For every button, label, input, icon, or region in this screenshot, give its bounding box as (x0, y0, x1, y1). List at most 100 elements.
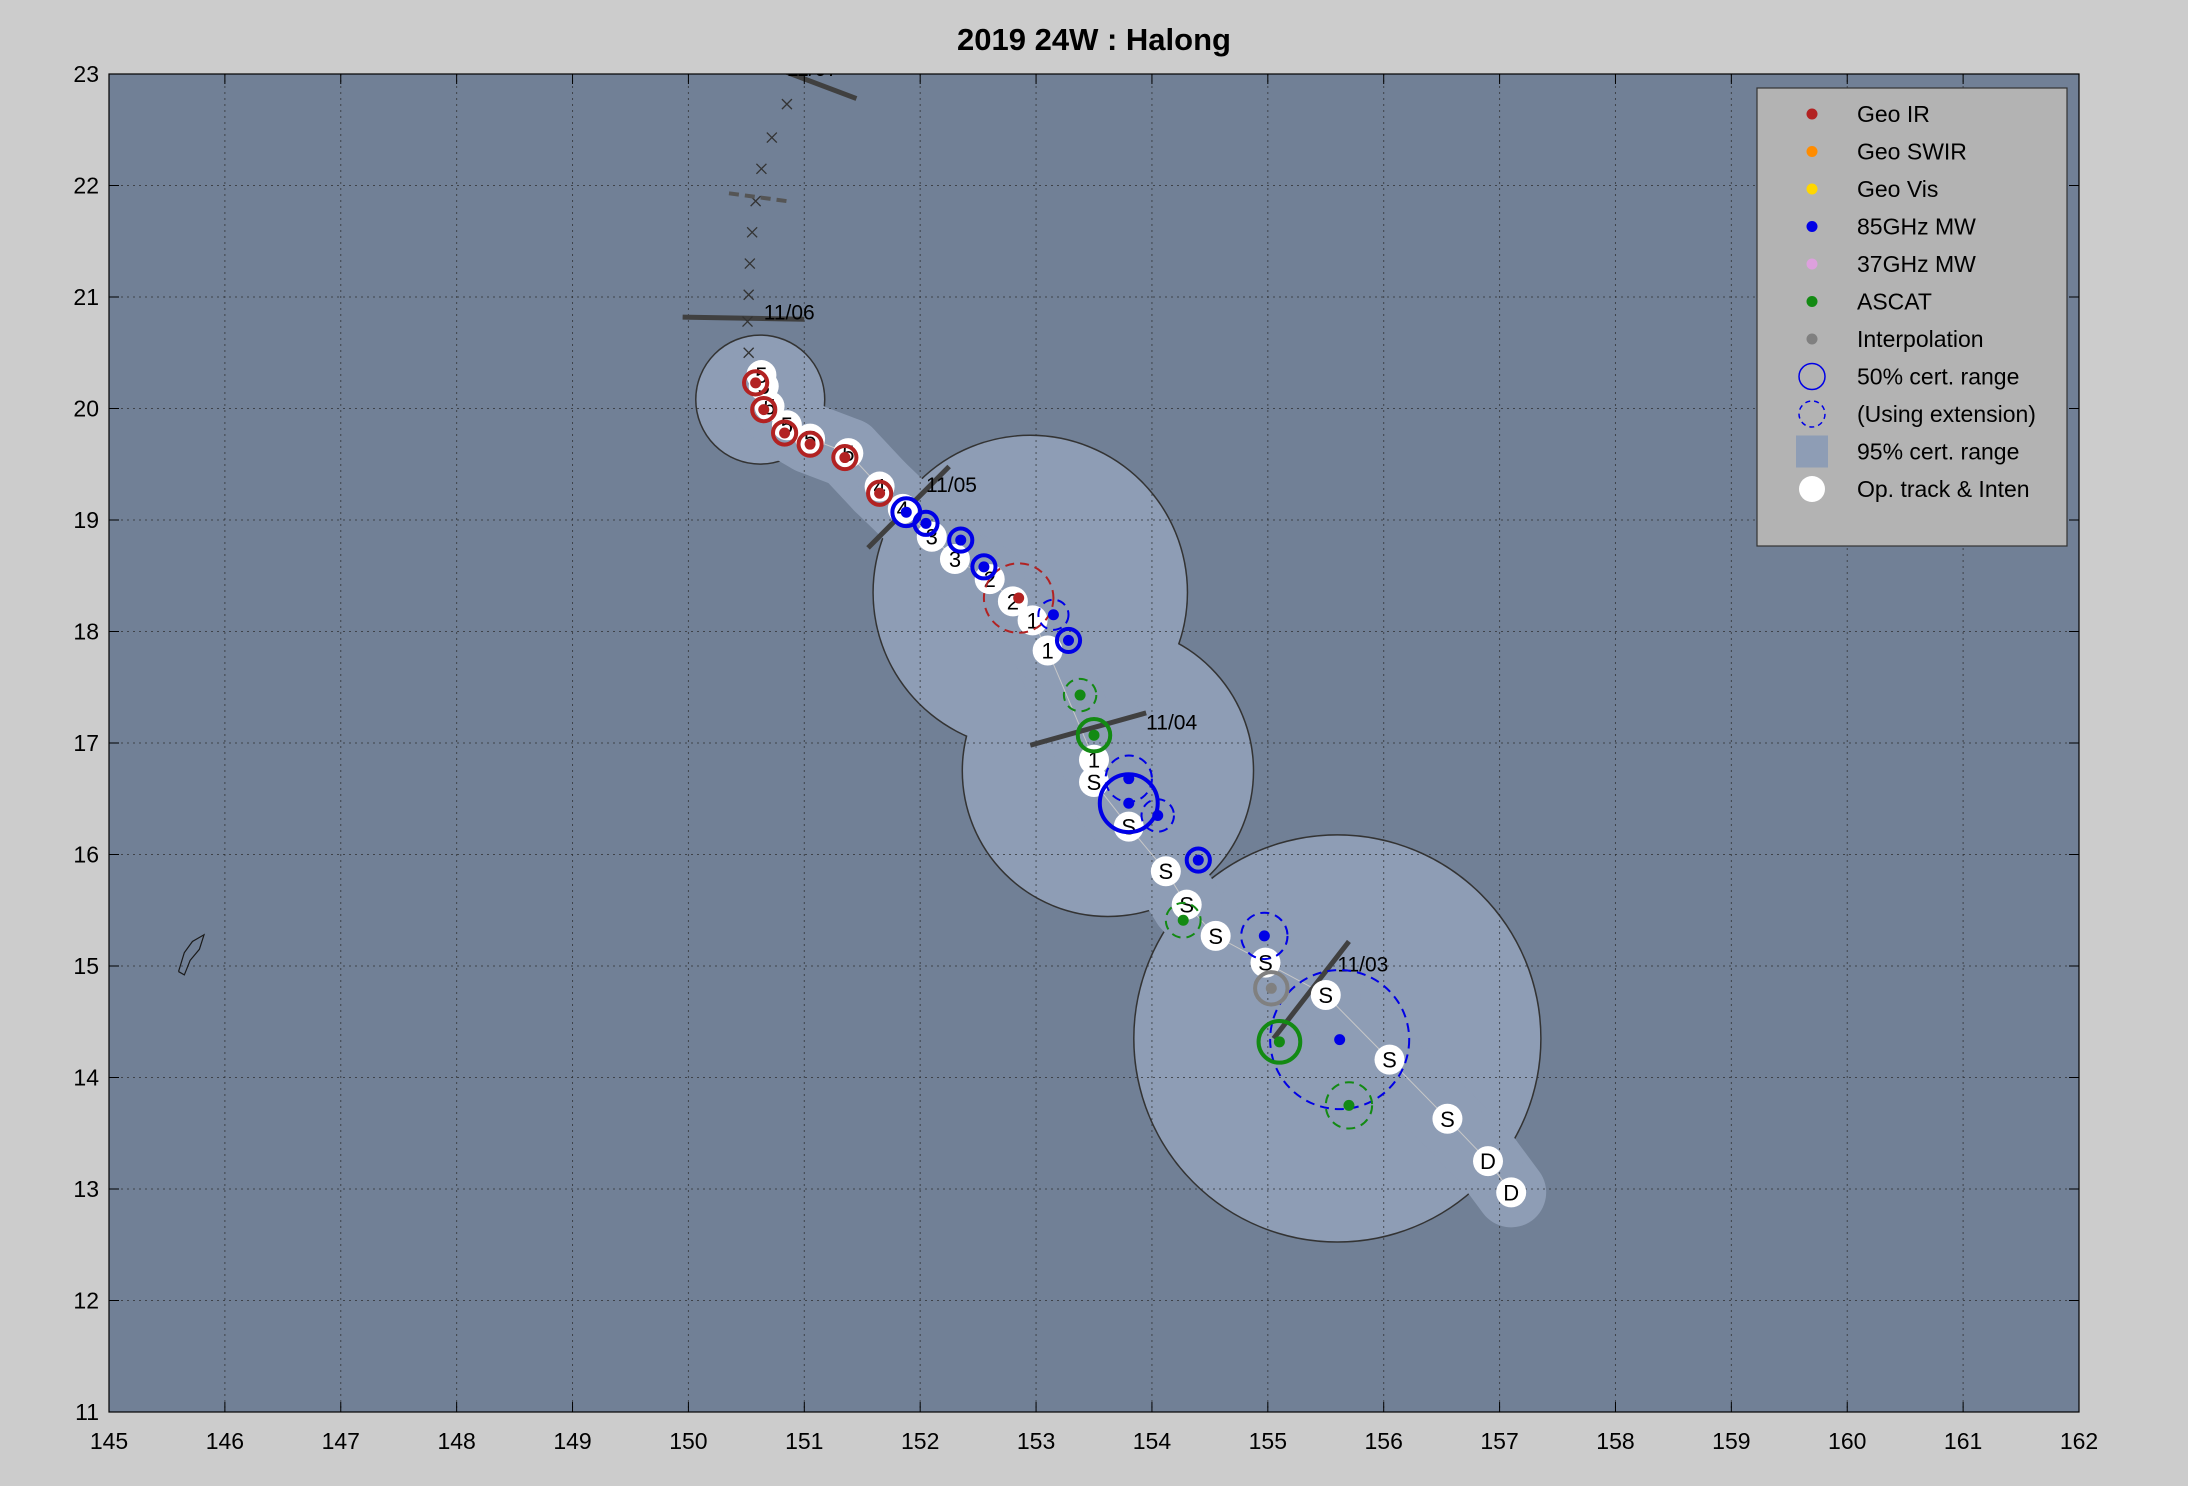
legend-marker-dot (1806, 333, 1818, 345)
fix-point (955, 534, 967, 546)
x-tick-label: 150 (669, 1428, 707, 1454)
fix-point (1273, 1036, 1285, 1048)
fix-point (779, 427, 791, 439)
op-track-label: S (1179, 893, 1194, 918)
fix-point (1343, 1099, 1355, 1111)
island-outline (177, 933, 206, 976)
fix-certainty-circle (866, 479, 894, 507)
y-tick-label: 17 (73, 730, 99, 756)
date-label: 11/07 (787, 58, 838, 81)
fix-certainty-circle (1054, 626, 1083, 655)
legend-label: 85GHz MW (1857, 214, 1976, 240)
x-tick-label: 162 (2060, 1428, 2098, 1454)
op-track-label: S (1159, 859, 1174, 884)
y-tick-label: 16 (73, 842, 99, 868)
fix-point (1063, 634, 1075, 646)
fix-point (1013, 592, 1025, 604)
fix-point (1074, 689, 1086, 701)
fix-point (758, 404, 770, 416)
legend-marker-dot (1806, 296, 1818, 307)
op-track-label: 1 (1042, 638, 1054, 663)
op-track-point (1171, 889, 1202, 920)
fix-point (920, 517, 932, 529)
fix-certainty-circle (947, 526, 975, 554)
date-tick (1029, 710, 1147, 748)
legend-label: 37GHz MW (1857, 251, 1976, 277)
y-tick-label: 14 (73, 1065, 99, 1091)
fix-certainty-circle (1256, 1018, 1303, 1065)
legend-marker-square (1796, 435, 1828, 468)
op-track-point (864, 471, 895, 502)
fix-certainty-circle (750, 396, 778, 424)
fix-point (1265, 982, 1277, 994)
op-track-label: S (1087, 770, 1102, 795)
fix-point (1088, 729, 1100, 741)
y-tick-label: 15 (73, 953, 99, 979)
fix-certainty-circle (1240, 911, 1289, 961)
op-track-point (1432, 1103, 1463, 1134)
legend-marker-dot (1806, 146, 1818, 157)
x-tick-label: 159 (1712, 1428, 1750, 1454)
op-track-label: S (1208, 924, 1223, 949)
legend-label: Interpolation (1857, 326, 1984, 352)
legend-marker-circle (1798, 362, 1826, 391)
fix-point (750, 377, 762, 389)
op-track-label: D (1503, 1180, 1519, 1205)
y-tick-label: 20 (73, 396, 99, 422)
legend-label: Geo Vis (1857, 176, 1938, 202)
y-tick-label: 19 (73, 507, 99, 533)
fix-certainty-circle (796, 430, 824, 458)
fix-certainty-circle (771, 419, 799, 447)
legend-box (1756, 87, 2068, 547)
fix-certainty-circle (1269, 969, 1411, 1111)
legend-label: Op. track & Inten (1857, 476, 2030, 502)
x-tick-label: 158 (1596, 1428, 1634, 1454)
op-track-point (1496, 1177, 1527, 1208)
y-tick-label: 13 (73, 1176, 99, 1202)
op-track-point (1113, 811, 1144, 842)
fix-point (1258, 930, 1270, 942)
legend-marker-dot (1806, 108, 1818, 120)
forecast-point (744, 258, 756, 270)
x-tick-label: 161 (1944, 1428, 1982, 1454)
op-track-point (1079, 744, 1109, 775)
x-tick-label: 152 (901, 1428, 939, 1454)
fix-point (978, 561, 990, 573)
x-tick-label: 153 (1017, 1428, 1055, 1454)
forecast-dash (728, 191, 788, 204)
fix-certainty-circle (1097, 772, 1160, 835)
fix-certainty-circle (1253, 970, 1290, 1007)
date-label: 11/05 (926, 474, 977, 497)
date-label: 11/06 (764, 301, 815, 324)
fix-certainty-circle (1075, 716, 1113, 754)
op-track-point (1017, 605, 1048, 636)
legend-label: (Using extension) (1857, 401, 2036, 427)
plot-content: 11/0711/0611/0511/0411/03DDSSSSSSSSS1112… (109, 58, 2079, 1412)
x-tick-label: 148 (437, 1428, 475, 1454)
x-tick-label: 155 (1249, 1428, 1287, 1454)
op-track-point (1374, 1044, 1405, 1075)
op-track-label: S (1318, 983, 1333, 1008)
op-track-point (1310, 979, 1341, 1010)
op-track-point (795, 423, 826, 454)
op-track-label: D (1480, 1149, 1496, 1174)
op-track-label: S (1440, 1107, 1455, 1132)
y-tick-label: 21 (73, 284, 99, 310)
y-tick-label: 11 (75, 1399, 99, 1425)
op-track-point (1250, 947, 1281, 978)
fix-certainty-circle (1037, 598, 1070, 631)
legend-marker-dot (1806, 221, 1818, 232)
legend-marker-dot (1806, 183, 1818, 195)
fix-point (1047, 609, 1059, 621)
legend-label: Geo IR (1857, 101, 1930, 127)
fix-certainty-circle (1164, 901, 1202, 939)
x-tick-label: 151 (785, 1428, 823, 1454)
fix-certainty-circle (831, 443, 859, 472)
x-tick-label: 145 (90, 1428, 128, 1454)
op-track-point (1473, 1146, 1503, 1177)
op-track-label: S (1258, 951, 1273, 976)
forecast-point (766, 132, 778, 144)
op-track-label: S (1121, 815, 1136, 840)
legend-label: 95% cert. range (1857, 439, 2019, 465)
